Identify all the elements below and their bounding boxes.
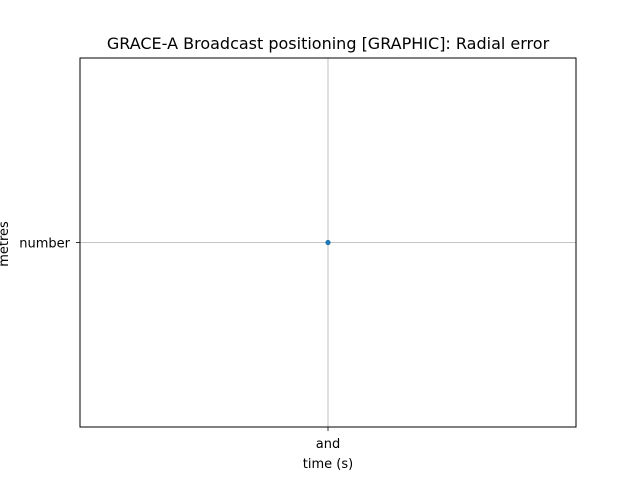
chart-title: GRACE-A Broadcast positioning [GRAPHIC]:… [107, 34, 550, 53]
data-point [325, 239, 331, 246]
x-axis-ticks: and [316, 427, 340, 452]
x-axis-label: time (s) [303, 457, 353, 472]
y-axis-label: metres [0, 221, 12, 267]
y-axis-ticks: number [19, 237, 80, 252]
x-tick-label: and [316, 437, 340, 452]
y-tick-label: number [19, 237, 70, 252]
data-points [325, 239, 331, 246]
